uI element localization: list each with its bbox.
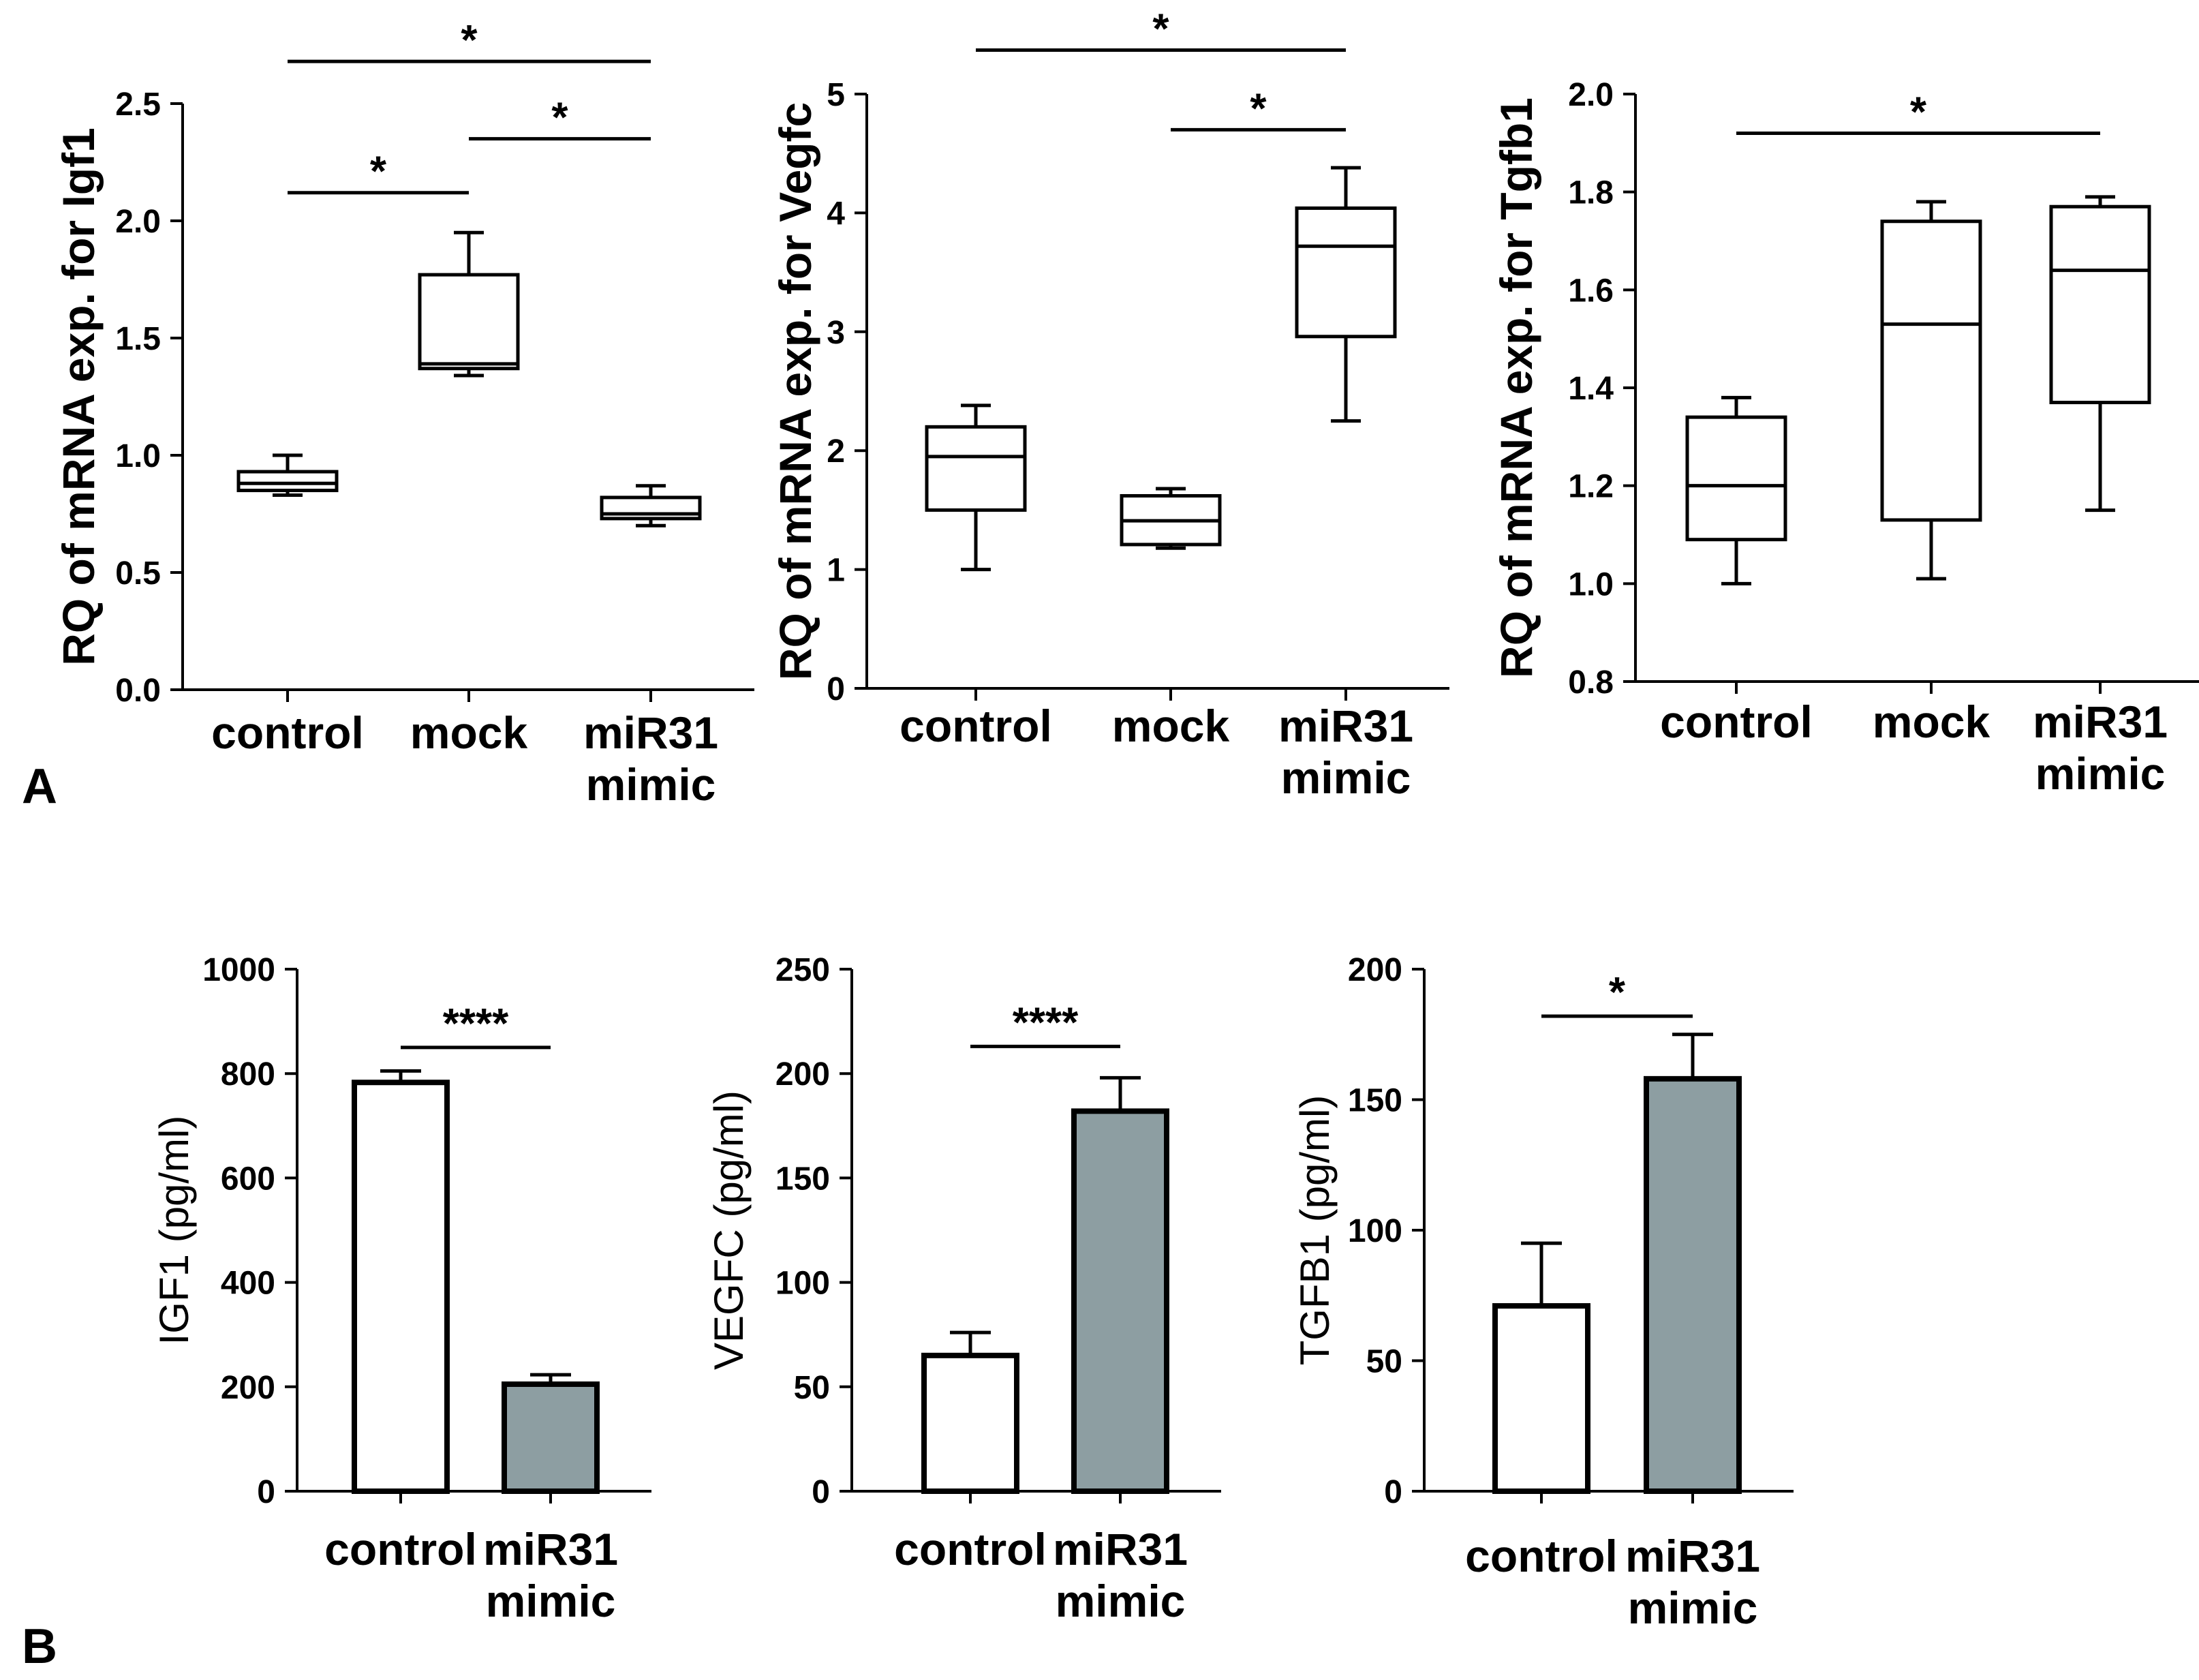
y-axis-label: RQ of mRNA exp. for Igf1 xyxy=(53,127,104,666)
y-tick-label: 250 xyxy=(775,952,830,988)
significance-label: * xyxy=(1152,5,1169,52)
y-tick-label: 3 xyxy=(827,315,845,351)
y-tick-label: 2.0 xyxy=(1568,77,1614,113)
bar xyxy=(1492,1303,1590,1494)
category-label: control xyxy=(211,707,364,758)
y-tick-label: 50 xyxy=(1366,1344,1402,1380)
box-iqr xyxy=(925,425,1027,512)
y-axis-label: IGF1 (pg/ml) xyxy=(151,1116,197,1345)
y-tick-label: 0.0 xyxy=(115,673,161,709)
y-tick-label: 200 xyxy=(775,1056,830,1093)
y-tick-label: 400 xyxy=(221,1266,275,1302)
category-label: control xyxy=(324,1524,477,1574)
y-tick-label: 2 xyxy=(827,433,845,470)
category-label: miR31 xyxy=(1278,701,1413,751)
significance-label: * xyxy=(461,17,478,64)
box-iqr xyxy=(2049,204,2151,405)
y-tick-label: 150 xyxy=(1348,1083,1402,1119)
y-tick-label: 2.5 xyxy=(115,87,161,123)
y-tick-label: 150 xyxy=(775,1161,830,1197)
bar xyxy=(352,1080,450,1495)
chart-tgfb1-mrna: 0.8 1.0 1.2 1.4 1.6 1.8 2.0 control mock miR31mim… xyxy=(1491,77,2199,799)
y-tick-label: 0 xyxy=(827,671,845,707)
y-tick-label: 200 xyxy=(221,1370,275,1406)
significance-label: * xyxy=(1910,89,1927,136)
category-label: control xyxy=(899,701,1052,751)
category-label: mimic xyxy=(1056,1576,1186,1626)
y-tick-label: 4 xyxy=(827,196,845,232)
y-tick-label: 1000 xyxy=(202,952,275,988)
box-iqr xyxy=(236,470,339,493)
box-iqr xyxy=(418,273,520,371)
category-label: control xyxy=(1465,1531,1618,1581)
panel-label-a: A xyxy=(22,759,57,814)
y-tick-label: 1.0 xyxy=(115,438,161,474)
significance-label: * xyxy=(370,149,387,196)
y-axis-label: VEGFC (pg/ml) xyxy=(706,1090,752,1370)
category-label: mock xyxy=(1112,701,1230,751)
bar xyxy=(1644,1075,1742,1494)
y-tick-label: 1.0 xyxy=(1568,566,1614,602)
y-axis-label: RQ of mRNA exp. for Tgfb1 xyxy=(1491,97,1541,678)
box-iqr xyxy=(1685,415,1787,542)
y-tick-label: 800 xyxy=(221,1056,275,1093)
y-tick-label: 2.0 xyxy=(115,204,161,240)
y-tick-label: 0 xyxy=(812,1474,830,1510)
category-label: mimic xyxy=(2035,748,2166,799)
y-tick-label: 0 xyxy=(1384,1474,1402,1510)
category-label: miR31 xyxy=(1053,1524,1188,1574)
panel-label-b: B xyxy=(22,1619,57,1674)
y-tick-label: 0.8 xyxy=(1568,665,1614,701)
y-tick-label: 1 xyxy=(827,553,845,589)
y-tick-label: 100 xyxy=(1348,1213,1402,1249)
category-label: mimic xyxy=(1281,752,1411,803)
bar xyxy=(1071,1108,1169,1495)
y-axis-label: TGFB1 (pg/ml) xyxy=(1292,1095,1338,1366)
y-tick-label: 100 xyxy=(775,1266,830,1302)
category-label: mimic xyxy=(1628,1583,1758,1633)
category-label: mimic xyxy=(486,1576,616,1626)
box-iqr xyxy=(1880,219,1982,522)
category-label: mock xyxy=(410,707,528,758)
significance-label: **** xyxy=(443,1001,509,1048)
y-tick-label: 50 xyxy=(794,1370,830,1406)
category-label: control xyxy=(1660,697,1813,747)
y-tick-label: 1.5 xyxy=(115,321,161,357)
category-label: miR31 xyxy=(483,1524,618,1574)
category-label: miR31 xyxy=(1625,1531,1760,1581)
significance-label: * xyxy=(551,95,568,142)
significance-label: * xyxy=(1609,969,1626,1016)
box-iqr xyxy=(1295,206,1397,339)
category-label: mock xyxy=(1873,697,1990,747)
y-tick-label: 1.4 xyxy=(1568,371,1614,407)
y-tick-label: 0.5 xyxy=(115,555,161,592)
y-tick-label: 600 xyxy=(221,1161,275,1197)
significance-label: **** xyxy=(1013,999,1079,1046)
bar xyxy=(921,1352,1019,1494)
category-label: miR31 xyxy=(583,707,718,758)
y-tick-label: 200 xyxy=(1348,952,1402,988)
bar xyxy=(502,1381,600,1494)
category-label: control xyxy=(894,1524,1047,1574)
y-tick-label: 1.2 xyxy=(1568,469,1614,505)
y-tick-label: 0 xyxy=(257,1474,275,1510)
y-axis-label: RQ of mRNA exp. for Vegfc xyxy=(770,102,820,680)
category-label: miR31 xyxy=(2033,697,2168,747)
y-tick-label: 1.6 xyxy=(1568,273,1614,309)
y-tick-label: 1.8 xyxy=(1568,175,1614,211)
category-label: mimic xyxy=(586,759,716,810)
y-tick-label: 5 xyxy=(827,77,845,113)
significance-label: * xyxy=(1250,85,1267,132)
